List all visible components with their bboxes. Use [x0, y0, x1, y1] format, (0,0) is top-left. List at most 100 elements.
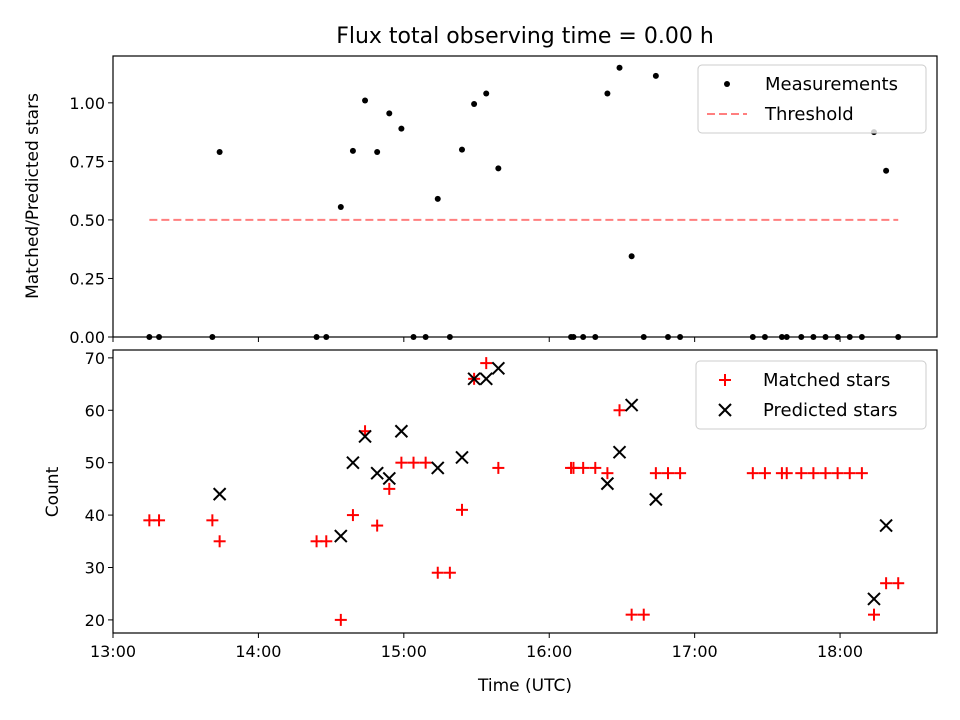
data-point [778, 334, 785, 340]
data-point [601, 467, 614, 480]
legend-marker-measurements [724, 81, 730, 87]
bottom-plot-panel: 20 30 40 50 60 70 13:00 14:00 15:00 16:00 17:00 18:… [43, 349, 938, 696]
data-point [807, 467, 820, 480]
data-point [580, 334, 587, 340]
data-point [879, 518, 893, 533]
data-point [616, 64, 623, 71]
data-point [495, 165, 502, 172]
data-point [422, 334, 429, 340]
top-legend: Measurements Threshold [697, 64, 927, 134]
data-point [600, 476, 615, 491]
data-point [337, 204, 344, 211]
data-point [370, 466, 384, 480]
data-point [386, 110, 393, 117]
y-tick-label: 0.75 [69, 152, 105, 171]
data-point [880, 577, 893, 590]
data-point [649, 492, 663, 507]
data-point [362, 97, 369, 104]
axes-frame [112, 349, 938, 634]
data-point [410, 334, 417, 340]
data-point [810, 334, 817, 340]
series-predicted-stars [212, 361, 893, 606]
x-tick-label: 18:00 [817, 642, 863, 661]
data-point [483, 90, 490, 97]
data-point [346, 509, 359, 522]
y-tick-label: 0.50 [69, 211, 105, 230]
axes-frame [112, 55, 938, 338]
data-point [156, 334, 163, 340]
bottom-plot-area: 20 30 40 50 60 70 13:00 14:00 15:00 16:00 17:00 18:… [85, 349, 938, 661]
legend-label-matched-stars: Matched stars [763, 370, 890, 391]
data-point [834, 334, 841, 340]
data-point [895, 334, 902, 340]
y-tick-label: 30 [85, 558, 105, 577]
data-point [819, 467, 832, 480]
data-point [822, 334, 829, 340]
y-tick-label: 50 [85, 454, 105, 473]
chart-title: Flux total observing time = 0.00 h [336, 24, 714, 49]
data-point [398, 125, 405, 132]
data-point [867, 592, 881, 606]
x-axis-label: Time (UTC) [477, 676, 572, 696]
data-point [625, 608, 638, 621]
bottom-legend: Matched stars Predicted stars [695, 360, 927, 430]
x-tick-label: 17:00 [672, 642, 718, 661]
x-tick-label: 14:00 [235, 642, 281, 661]
data-point [846, 334, 853, 340]
top-plot-panel: Flux total observing time = 0.00 h 0.000… [23, 24, 938, 347]
data-point [323, 334, 330, 340]
data-point [637, 608, 650, 621]
y-tick-label: 1.00 [69, 94, 105, 113]
y-tick-label: 70 [85, 349, 105, 368]
data-point [153, 514, 166, 527]
data-point [652, 72, 659, 79]
data-point [431, 566, 444, 579]
data-point [624, 398, 639, 412]
data-point [313, 334, 320, 340]
data-point [831, 467, 844, 480]
data-point [843, 467, 856, 480]
series-measurements [146, 64, 902, 340]
legend-marker-predicted-stars [718, 403, 732, 417]
data-point [346, 455, 360, 470]
data-point [431, 461, 445, 475]
data-point [334, 529, 348, 543]
data-point [146, 334, 153, 340]
data-point [855, 467, 868, 480]
data-point [382, 471, 396, 486]
data-point [883, 167, 890, 174]
data-point [446, 334, 453, 340]
data-point [434, 195, 441, 202]
legend-marker-matched-stars [719, 374, 731, 386]
data-point [664, 334, 671, 340]
data-point [746, 467, 759, 480]
data-point [592, 334, 599, 340]
data-point [795, 467, 808, 480]
data-point [216, 149, 223, 156]
data-point [570, 334, 577, 340]
data-point [374, 149, 381, 156]
data-point [407, 456, 420, 469]
data-point [395, 456, 408, 469]
legend-label-threshold: Threshold [764, 104, 854, 125]
data-point [661, 467, 674, 480]
y-tick-label: 40 [85, 506, 105, 525]
data-point [674, 467, 687, 480]
top-plot-area: 0.00 0.25 0.50 0.75 1.00 [69, 55, 938, 347]
data-point [613, 404, 626, 417]
data-point [471, 101, 478, 108]
data-point [358, 429, 372, 444]
data-point [383, 482, 396, 495]
legend-label-predicted-stars: Predicted stars [763, 400, 897, 421]
data-point [612, 445, 627, 459]
data-point [371, 519, 384, 532]
data-point [780, 467, 793, 480]
x-tick-label: 15:00 [381, 642, 427, 661]
data-point [320, 535, 333, 548]
data-point [455, 450, 469, 465]
data-point [589, 461, 602, 474]
data-point [467, 372, 481, 386]
y-axis-label: Matched/Predicted stars [23, 93, 43, 299]
data-point [349, 147, 356, 154]
y-tick-label: 20 [85, 611, 105, 630]
